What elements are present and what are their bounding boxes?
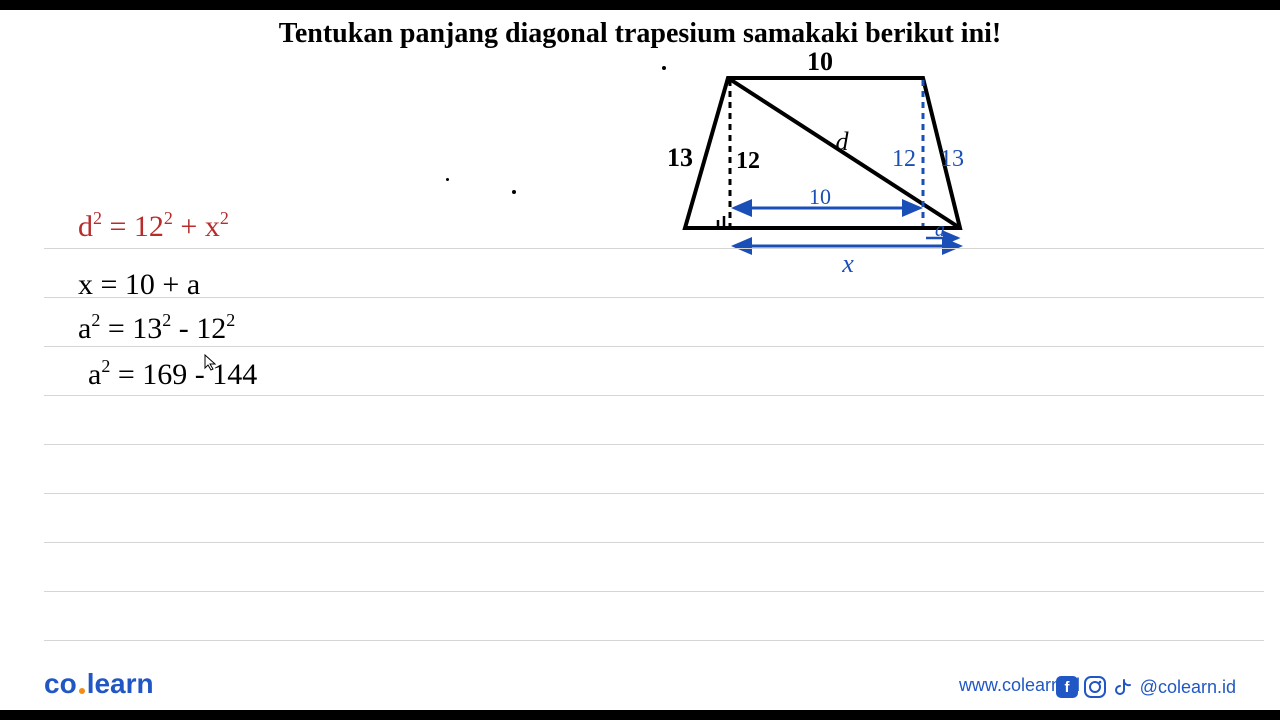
instagram-icon (1084, 676, 1106, 698)
letterbox-bottom (0, 710, 1280, 720)
question-title: Tentukan panjang diagonal trapesium sama… (0, 18, 1280, 50)
work-line-1: d2 = 122 + x2 (78, 210, 229, 244)
letterbox-top (0, 0, 1280, 10)
logo-dot-icon (79, 688, 85, 694)
logo-text-co: co (44, 668, 77, 699)
stray-dot (446, 178, 449, 181)
trapezoid-diagram: 10 13 12 d 12 13 10 a x (640, 48, 1000, 278)
label-diagonal: d (836, 127, 850, 156)
label-inner-base: 10 (809, 184, 831, 209)
facebook-icon: f (1056, 676, 1078, 698)
label-height-right: 12 (892, 146, 916, 172)
footer-bar: colearn www.colearn.id f @colearn.id (0, 662, 1280, 702)
label-right-side: 13 (940, 146, 964, 172)
work-line-2: x = 10 + a (78, 268, 200, 302)
social-handle: @colearn.id (1140, 677, 1236, 698)
label-height-left: 12 (736, 148, 760, 174)
social-links: f @colearn.id (1056, 676, 1236, 698)
work-line-4: a2 = 169 - 144 (88, 358, 257, 392)
work-line-3: a2 = 132 - 122 (78, 312, 235, 346)
logo-text-learn: learn (87, 668, 154, 699)
stray-dot (512, 190, 516, 194)
label-left-side: 13 (667, 143, 693, 172)
tiktok-icon (1112, 676, 1134, 698)
brand-logo: colearn (44, 668, 154, 700)
mouse-cursor-icon (204, 354, 218, 377)
ruled-paper (0, 246, 1280, 666)
label-top: 10 (807, 48, 833, 76)
label-a: a (935, 219, 945, 241)
